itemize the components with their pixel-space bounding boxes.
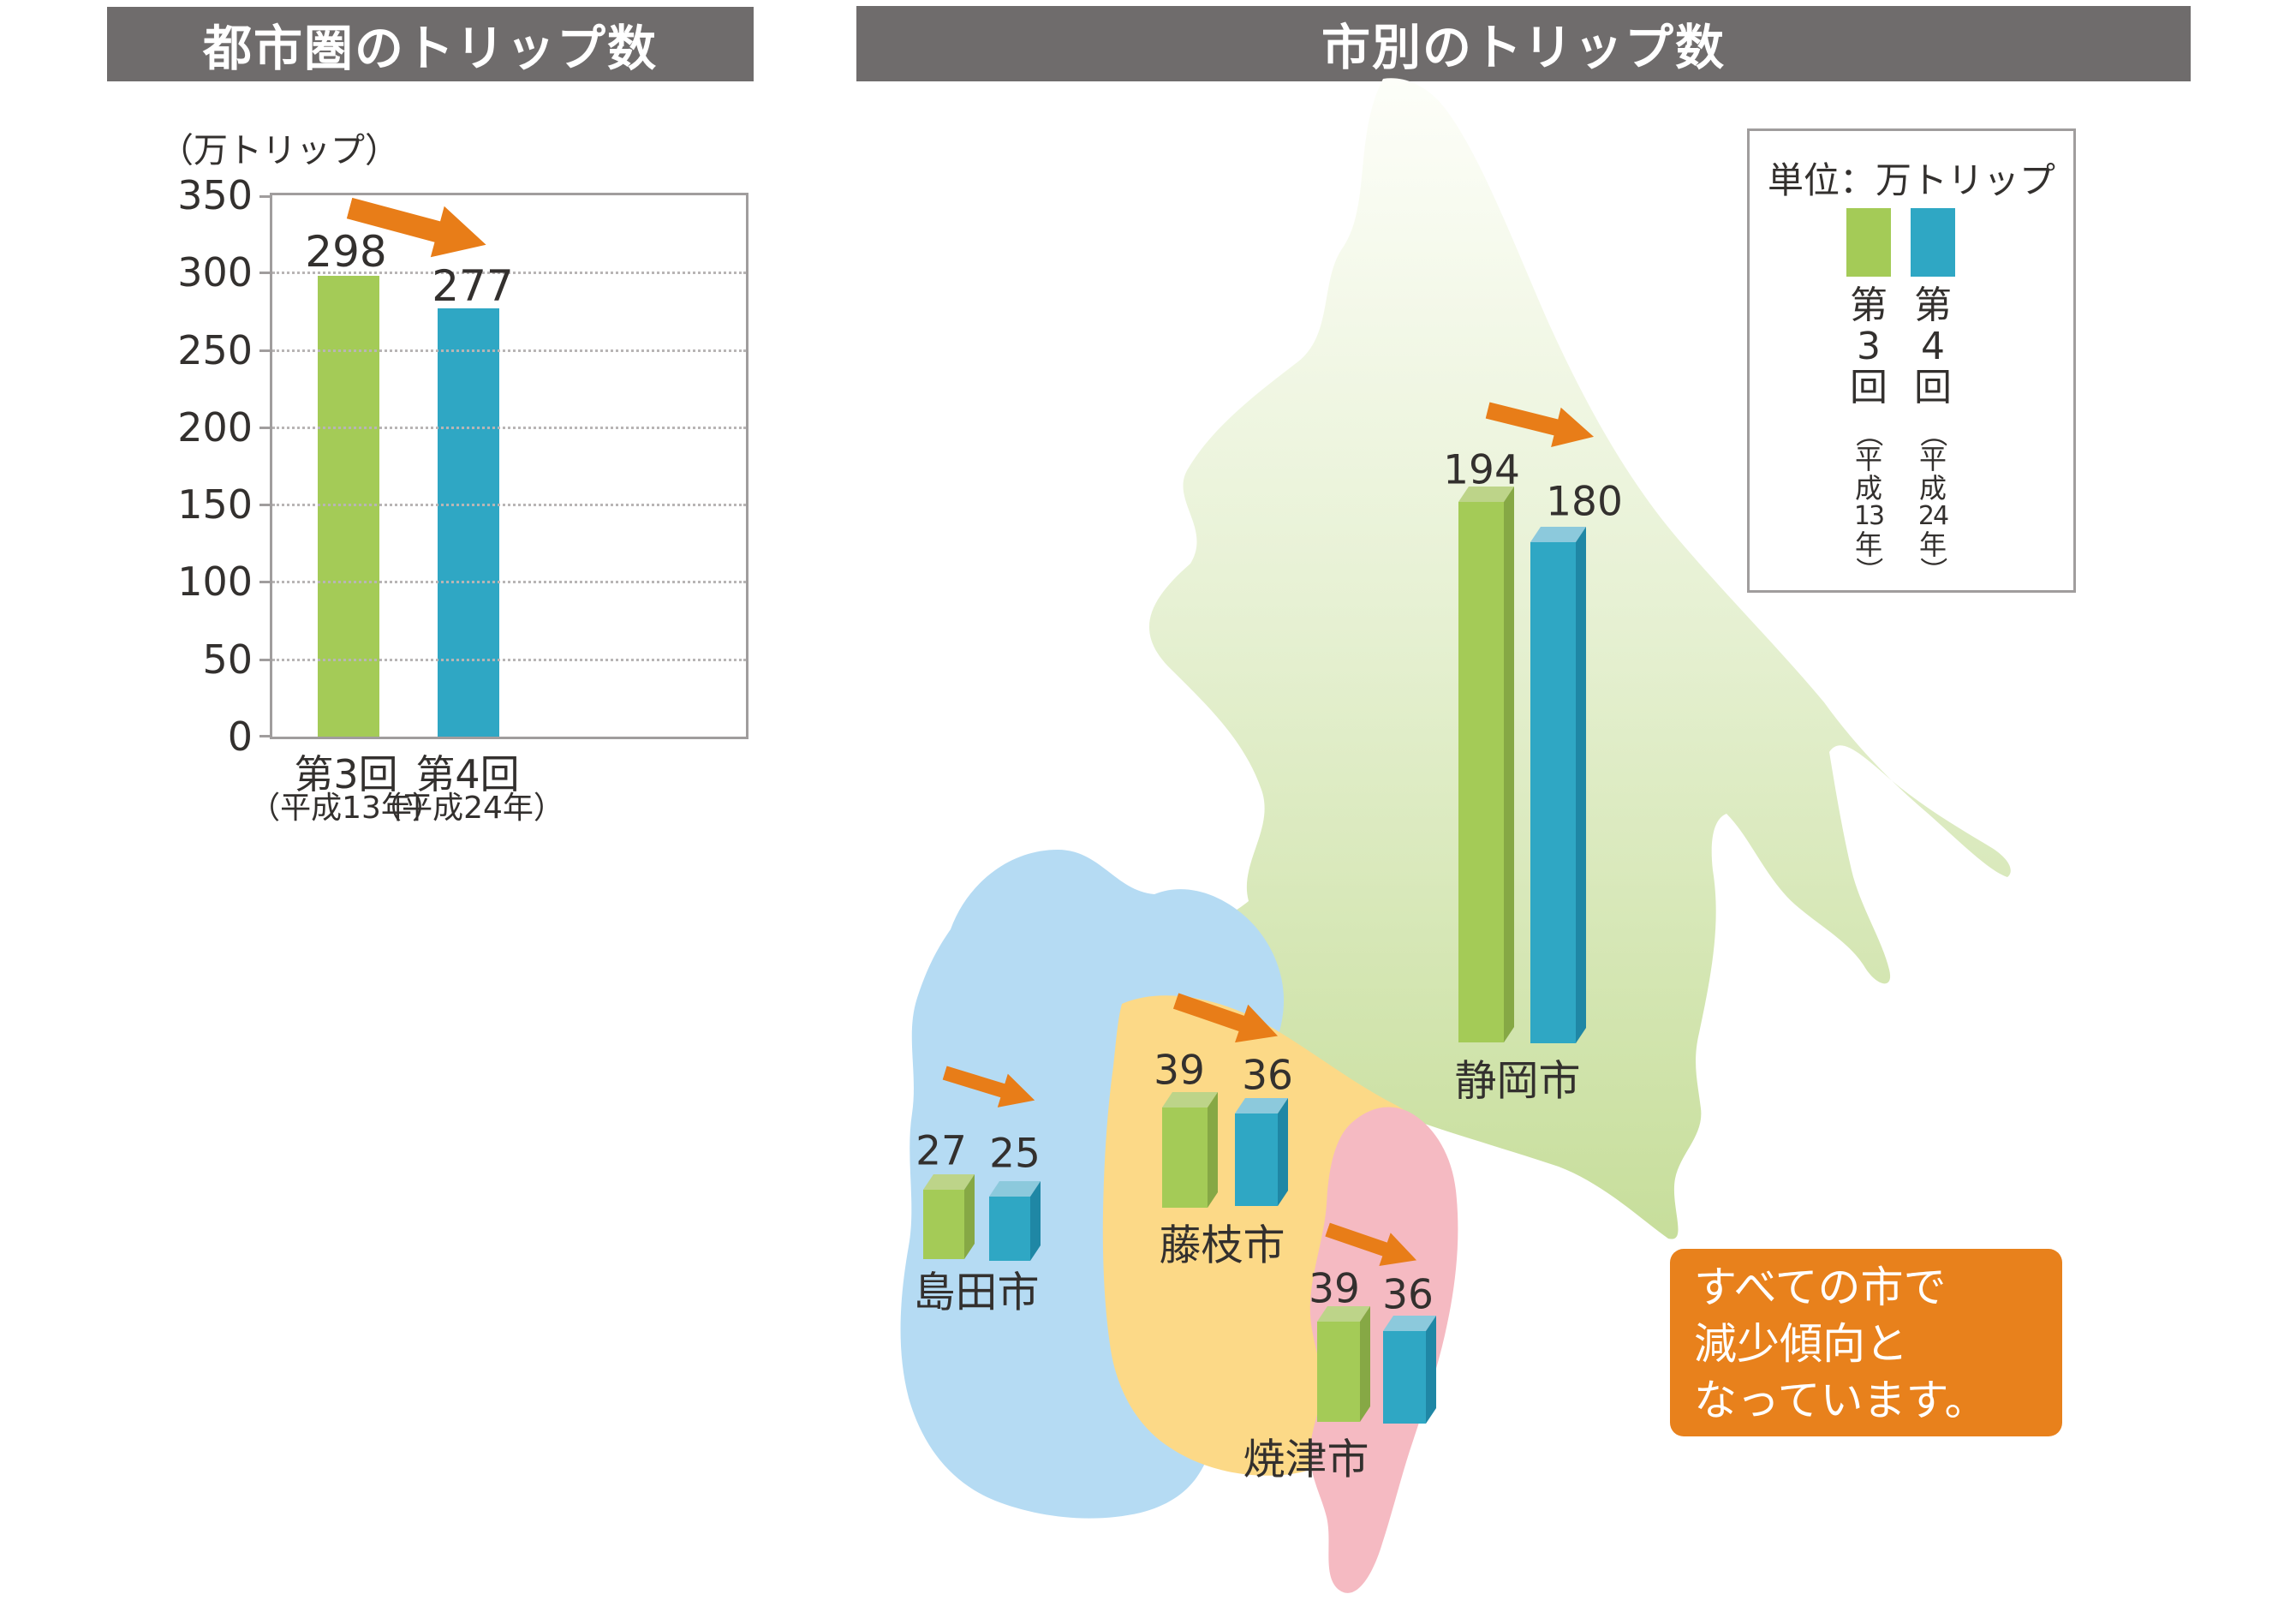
x-label-dai3kai: 第3回 [294, 751, 398, 797]
bar-chart-plot-area: 0 50 100 150 200 250 300 350 [177, 173, 748, 759]
bar3d-side [1504, 486, 1514, 1042]
bar-value-dai3kai: 298 [305, 227, 387, 277]
gridline-100 [272, 581, 746, 584]
y-tick-0 [259, 735, 272, 737]
legend-subchar: （ [1852, 419, 1885, 448]
y-tick-label-100: 100 [177, 558, 253, 606]
legend-char: 回 [1914, 366, 1952, 409]
bar-value-dai4kai: 277 [432, 261, 514, 311]
bar3d-side [1426, 1316, 1436, 1424]
callout-line-1: すべての市で [1694, 1263, 1947, 1312]
bar3d-front [1458, 502, 1504, 1042]
decline-arrow-shizuoka-icon [1485, 402, 1595, 448]
legend-subchar: 年 [1854, 528, 1882, 561]
legend-subchar: （ [1916, 419, 1949, 448]
legend-swatch-r4 [1911, 208, 1955, 277]
bar-dai4kai [438, 308, 499, 737]
y-tick-350 [259, 195, 272, 198]
y-tick-300 [259, 272, 272, 275]
city-label-shimada: 島田市 [913, 1268, 1040, 1317]
y-tick-label-150: 150 [177, 481, 253, 528]
legend-char: 3 [1857, 325, 1881, 368]
gridline-150 [272, 504, 746, 507]
callout-line-3: なっています。 [1694, 1376, 1988, 1425]
legend-subchar: 24 [1917, 501, 1949, 531]
legend-subchar: 年 [1918, 528, 1947, 561]
value-shizuoka-r3: 194 [1443, 446, 1520, 494]
legend-unit-label: 単位：万トリップ [1767, 159, 2055, 201]
summary-callout: すべての市で 減少傾向と なっています。 [1670, 1249, 2062, 1436]
legend-char: 回 [1850, 366, 1887, 409]
value-fujieda-r4: 36 [1242, 1052, 1293, 1100]
x-sublabel-heisei13: （平成13年） [249, 791, 443, 826]
legend-column-r3: 第 3 回 （平成 13 年） [1850, 284, 1887, 585]
legend-subchar: 成 [1854, 472, 1882, 505]
legend-subchar: 13 [1853, 501, 1885, 531]
left-panel-title: 都市圏のトリップ数 [203, 20, 658, 77]
value-yaizu-r3: 39 [1309, 1265, 1360, 1313]
legend-column-r4: 第 4 回 （平成 24 年） [1914, 284, 1952, 585]
decline-arrow-shimada-icon [942, 1066, 1035, 1108]
gridline-200 [272, 426, 746, 429]
value-shimada-r3: 27 [915, 1127, 967, 1175]
y-tick-label-350: 350 [177, 172, 253, 218]
bar3d-front [1383, 1331, 1426, 1424]
bar3d-side [1576, 526, 1586, 1043]
value-fujieda-r3: 39 [1154, 1047, 1205, 1095]
bar3d-front [1162, 1108, 1208, 1208]
right-panel-header: 市別のトリップ数 [856, 6, 2191, 81]
bar3d-front [1530, 542, 1576, 1043]
right-panel-title: 市別のトリップ数 [1321, 20, 1726, 76]
legend-subchar: 成 [1918, 472, 1947, 505]
bar3d-side [1278, 1098, 1288, 1206]
bar3d-side [1208, 1092, 1218, 1208]
city-label-shizuoka: 静岡市 [1454, 1056, 1581, 1106]
x-label-dai4kai: 第4回 [415, 751, 520, 797]
y-tick-100 [259, 581, 272, 584]
legend-subchar: ） [1852, 556, 1885, 585]
legend-char: 4 [1921, 325, 1945, 368]
legend-char: 第 [1850, 284, 1887, 327]
callout-line-2: 減少傾向と [1694, 1319, 1908, 1369]
bar3d-front [1317, 1322, 1360, 1422]
bar3d-front [923, 1190, 964, 1259]
y-tick-label-300: 300 [177, 249, 253, 296]
y-tick-label-50: 50 [202, 636, 253, 683]
gridline-250 [272, 349, 746, 352]
bar3d-front [989, 1197, 1030, 1261]
y-tick-250 [259, 349, 272, 352]
y-tick-200 [259, 426, 272, 429]
city-label-yaizu: 焼津市 [1243, 1435, 1369, 1484]
legend-subchar: 平 [1854, 443, 1882, 475]
y-tick-label-0: 0 [227, 713, 253, 760]
y-tick-50 [259, 658, 272, 661]
left-panel-header: 都市圏のトリップ数 [107, 7, 754, 81]
decline-arrow-fujieda-icon [1172, 993, 1279, 1043]
y-tick-label-250: 250 [177, 326, 253, 373]
decline-arrow-yaizu-icon [1325, 1222, 1417, 1266]
y-axis-unit-label: （万トリップ） [159, 131, 399, 170]
gridline-300 [272, 272, 746, 275]
value-shimada-r4: 25 [989, 1130, 1041, 1178]
y-tick-label-200: 200 [177, 403, 253, 451]
decline-arrow-urban-icon [346, 197, 486, 258]
map-legend: 単位：万トリップ 第 3 回（平成 13 年） 第 4 回（平成 24 年） [1747, 128, 2076, 593]
x-sublabel-heisei24: （平成24年） [371, 791, 564, 826]
bar3d-front [1235, 1113, 1278, 1206]
legend-subchar: 平 [1918, 443, 1947, 475]
gridline-50 [272, 658, 746, 661]
value-yaizu-r4: 36 [1382, 1271, 1434, 1319]
legend-char: 第 [1914, 284, 1952, 327]
legend-swatch-r3 [1846, 208, 1891, 277]
y-tick-150 [259, 504, 272, 507]
city-label-fujieda: 藤枝市 [1159, 1221, 1285, 1270]
legend-subchar: ） [1916, 556, 1949, 585]
value-shizuoka-r4: 180 [1546, 478, 1623, 526]
bar3d-side [1360, 1306, 1370, 1422]
